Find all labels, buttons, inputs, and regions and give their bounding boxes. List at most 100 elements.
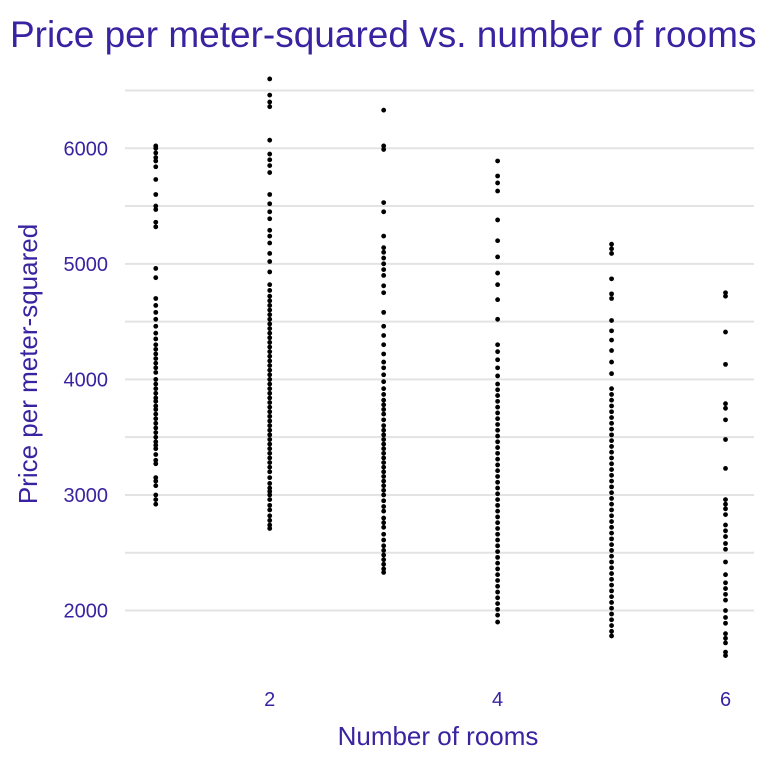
data-point [381, 432, 387, 438]
data-point [153, 158, 159, 164]
data-point [153, 411, 159, 417]
data-point [609, 536, 614, 542]
data-point [381, 267, 387, 273]
data-point [153, 442, 159, 448]
data-point [495, 357, 501, 363]
data-point [267, 395, 273, 401]
data-point [723, 620, 728, 626]
data-point [153, 323, 159, 329]
data-point [495, 497, 501, 502]
data-point [153, 330, 159, 336]
data-point [153, 155, 159, 160]
data-point [495, 398, 501, 404]
data-point [153, 430, 159, 435]
data-point [267, 372, 273, 378]
data-point [153, 192, 159, 197]
data-point [495, 433, 501, 439]
data-point [267, 400, 273, 405]
data-point [381, 411, 387, 417]
data-point [267, 288, 273, 293]
data-point [609, 472, 614, 478]
data-point [381, 255, 387, 261]
data-point [495, 217, 501, 223]
data-point [609, 565, 614, 571]
data-point [495, 373, 501, 379]
data-point [381, 147, 387, 152]
data-point [381, 524, 387, 530]
data-point [267, 358, 273, 364]
data-point [267, 367, 273, 373]
data-point [381, 548, 387, 553]
data-point [267, 475, 273, 481]
data-point [381, 487, 387, 493]
data-point [153, 203, 159, 209]
data-point [267, 404, 273, 410]
data-point [609, 478, 614, 484]
data-point [381, 209, 387, 215]
data-point [267, 330, 273, 336]
grid-lines [125, 89, 754, 612]
data-point [495, 381, 501, 387]
x-tick-label: 2 [264, 689, 275, 711]
data-point [267, 298, 273, 304]
data-point [495, 502, 501, 508]
data-point [267, 137, 273, 143]
data-point [495, 583, 501, 589]
data-point [495, 422, 501, 427]
data-point [153, 403, 159, 409]
data-point [609, 426, 614, 432]
data-point [267, 216, 273, 222]
data-point [267, 381, 273, 387]
data-point [153, 351, 159, 357]
data-point [267, 481, 273, 486]
data-point [381, 460, 387, 466]
data-point [495, 589, 501, 595]
y-tick-label: 5000 [64, 254, 109, 276]
data-point [723, 417, 728, 423]
data-point [267, 344, 273, 350]
data-point [153, 461, 159, 467]
data-point [609, 588, 614, 594]
data-point [381, 143, 387, 149]
data-point [609, 432, 614, 438]
data-point [495, 173, 501, 179]
data-point [723, 437, 728, 442]
data-point [381, 515, 387, 521]
data-point [267, 349, 273, 355]
data-point [153, 336, 159, 342]
data-point [267, 335, 273, 341]
data-point [723, 290, 728, 296]
chart-title: Price per meter-squared vs. number of ro… [10, 14, 757, 55]
data-point [495, 254, 501, 260]
data-point [381, 290, 387, 296]
data-point [267, 526, 273, 531]
data-point [267, 340, 273, 345]
data-point [267, 502, 273, 508]
data-point [723, 546, 728, 552]
data-point [723, 528, 728, 534]
data-point [267, 99, 273, 105]
y-axis-tick-labels: 2000 3000 4000 5000 6000 [64, 138, 109, 622]
data-point [495, 549, 501, 554]
data-point [381, 200, 387, 205]
data-point [495, 578, 501, 583]
data-point [609, 348, 614, 353]
data-point [381, 446, 387, 452]
data-point [609, 513, 614, 519]
data-point [153, 446, 159, 452]
data-point [267, 441, 273, 447]
data-point [267, 201, 273, 207]
data-point [495, 595, 501, 601]
data-point [381, 531, 387, 537]
data-point [609, 467, 614, 472]
data-point [495, 456, 501, 462]
data-point [495, 365, 501, 371]
data-point [153, 143, 159, 149]
data-point [381, 566, 387, 572]
data-point [153, 275, 159, 281]
data-point [153, 492, 159, 498]
data-point [267, 489, 273, 494]
data-point [381, 427, 387, 433]
data-point [723, 615, 728, 620]
